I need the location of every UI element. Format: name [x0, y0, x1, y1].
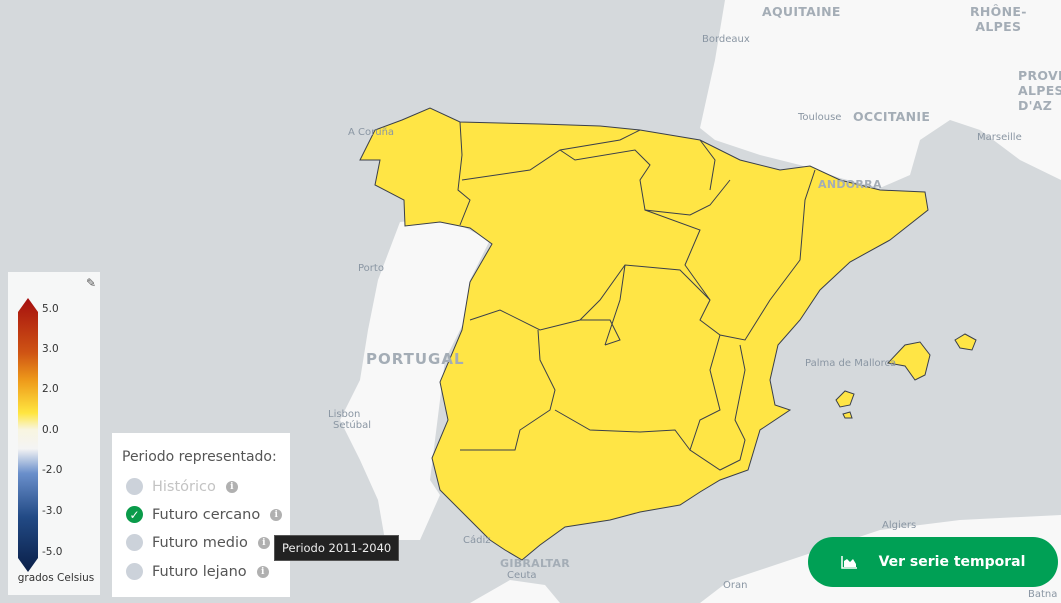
map-label-palma: Palma de Mallorca [805, 358, 897, 369]
button-label: Ver serie temporal [878, 554, 1026, 570]
map-label-porto: Porto [358, 263, 384, 274]
map-label-oran: Oran [723, 580, 748, 591]
period-option-futuro-cercano[interactable]: ✓ Futuro cercano i [126, 506, 283, 523]
map-label-toulouse: Toulouse [798, 112, 842, 123]
option-label: Futuro medio [152, 534, 248, 551]
map-label-lisbon: Lisbon [328, 409, 361, 420]
map-label-andorra: ANDORRA [818, 178, 882, 191]
option-label: Histórico [152, 478, 216, 495]
legend-tick: 2.0 [42, 383, 59, 395]
map-label-batna: Batna [1028, 589, 1058, 600]
map-label-aquitaine: AQUITAINE [762, 4, 841, 19]
ver-serie-temporal-button[interactable]: Ver serie temporal [808, 537, 1058, 587]
period-option-historico: Histórico i [126, 478, 238, 495]
portugal-land [340, 218, 490, 540]
option-label: Futuro lejano [152, 563, 247, 580]
radio-icon [126, 563, 143, 580]
france-land [700, 0, 1061, 188]
radio-icon [126, 534, 143, 551]
radio-icon [126, 478, 143, 495]
map-label-algiers: Algiers [882, 520, 917, 531]
check-icon: ✓ [126, 506, 143, 523]
period-option-futuro-lejano[interactable]: Futuro lejano i [126, 563, 269, 580]
legend-tick: 5.0 [42, 303, 59, 315]
period-option-futuro-medio[interactable]: Futuro medio i [126, 534, 270, 551]
spain-region[interactable] [359, 107, 929, 561]
map-label-cadiz: Cádiz [463, 535, 491, 546]
period-tooltip: Periodo 2011-2040 [274, 535, 400, 561]
legend-unit: grados Celsius [17, 572, 95, 584]
info-icon[interactable]: i [257, 536, 270, 549]
legend-tick: 3.0 [42, 343, 59, 355]
map-label-occitanie: OCCITANIE [853, 109, 931, 124]
area-chart-icon [840, 555, 857, 569]
info-icon[interactable]: i [225, 480, 238, 493]
legend-tick: -5.0 [42, 546, 63, 558]
info-icon[interactable]: i [256, 565, 269, 578]
option-label: Futuro cercano [152, 506, 261, 523]
menorca-region[interactable] [954, 333, 977, 351]
color-legend: ✎ 5.0 3.0 2.0 0.0 -2.0 -3.0 -5.0 grados … [8, 272, 100, 595]
map-label-bordeaux: Bordeaux [702, 34, 750, 45]
map-label-gibraltar: GIBRALTAR [500, 557, 571, 570]
map-label-ceuta: Ceuta [507, 570, 537, 581]
legend-tick: -3.0 [42, 505, 63, 517]
legend-tick: -2.0 [42, 464, 63, 476]
mallorca-region[interactable] [886, 341, 931, 381]
info-icon[interactable]: i [270, 508, 283, 521]
map-label-provence: PROVE ALPES- D'AZ [1018, 68, 1061, 113]
map-label-acoruna: A Coruña [348, 127, 395, 138]
color-scale-bar [18, 298, 38, 572]
map-label-portugal: PORTUGAL [366, 350, 465, 368]
period-panel: Periodo representado: Histórico i ✓ Futuro… [112, 433, 290, 597]
province-borders [457, 121, 816, 471]
map-label-rhone-alpes: RHÔNE- ALPES [970, 4, 1027, 34]
period-title: Periodo representado: [122, 449, 277, 465]
map-label-marseille: Marseille [977, 132, 1022, 143]
legend-tick: 0.0 [42, 424, 59, 436]
ibiza-region[interactable] [835, 390, 855, 419]
edit-icon[interactable]: ✎ [85, 276, 96, 290]
map-label-setubal: Setúbal [333, 420, 372, 431]
